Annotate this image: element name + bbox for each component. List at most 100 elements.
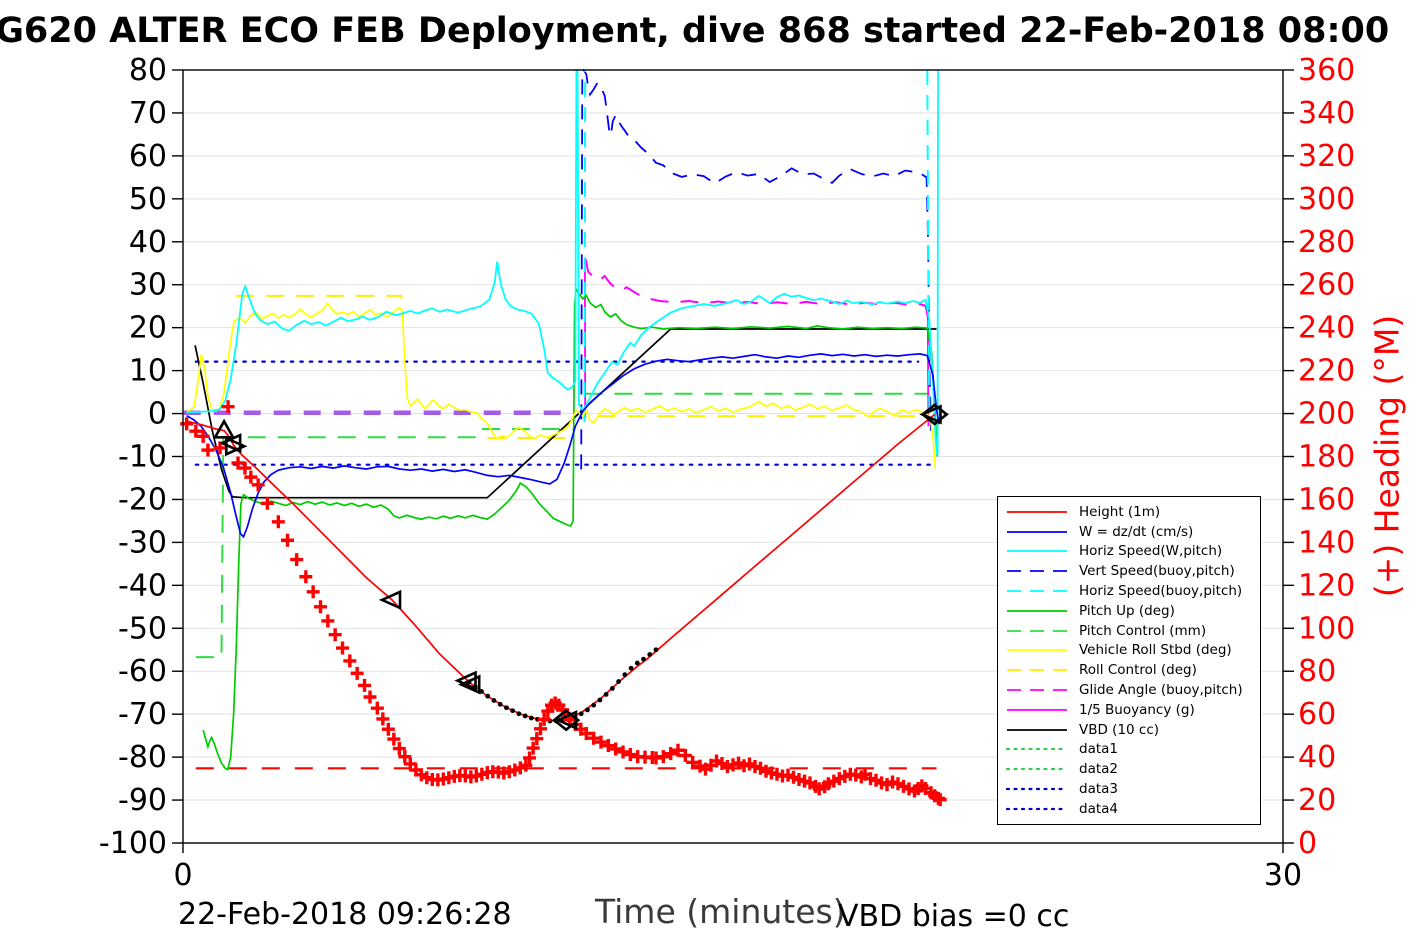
right-tick-label: 340 [1298, 96, 1355, 131]
heading-measured-marker [656, 750, 670, 764]
heading-measured-marker [594, 735, 608, 749]
legend-line-sample-solid [1007, 550, 1067, 553]
height-dotted-dot [653, 647, 659, 653]
vehicle-roll-line [186, 301, 937, 469]
legend-item: Vert Speed(buoy,pitch) [1005, 561, 1260, 581]
legend-label: data1 [1079, 741, 1118, 758]
height-dotted-dot [622, 672, 628, 678]
height-dotted-dot [634, 660, 640, 666]
horiz-speed-w-line [186, 69, 939, 456]
heading-measured-marker [358, 678, 371, 692]
heading-measured-marker [381, 722, 395, 736]
right-tick-label: 40 [1298, 740, 1336, 775]
legend-line-sample-solid [1007, 708, 1067, 711]
height-dotted-dot [522, 713, 528, 719]
right-tick-label: 320 [1298, 139, 1355, 174]
left-tick-label: -50 [118, 611, 167, 646]
legend-label: W = dz/dt (cm/s) [1079, 523, 1194, 540]
heading-measured-marker [387, 732, 401, 746]
legend-label: Pitch Control (mm) [1079, 622, 1207, 639]
legend-label: Roll Control (deg) [1079, 662, 1197, 679]
legend-label: Horiz Speed(buoy,pitch) [1079, 583, 1243, 600]
legend-line-sample-solid [1007, 510, 1067, 513]
heading-measured-marker [281, 533, 294, 547]
heading-measured-marker [238, 461, 252, 475]
right-tick-label: 120 [1298, 568, 1355, 603]
x-tick-label: 0 [173, 858, 192, 893]
heading-measured-marker [231, 456, 245, 470]
legend-line-sample-dot [1005, 787, 1069, 791]
legend-item: Roll Control (deg) [1005, 660, 1260, 680]
heading-measured-marker [530, 732, 544, 746]
heading-measured-marker [579, 726, 593, 740]
legend-item: Pitch Up (deg) [1005, 601, 1260, 621]
height-dotted-dot [504, 705, 509, 711]
legend-item: VBD (10 cc) [1005, 720, 1260, 740]
left-tick-label: 40 [129, 225, 167, 260]
heading-measured-marker [601, 739, 615, 753]
height-dotted-dot [578, 711, 584, 717]
legend-line-sample-dot [1005, 807, 1069, 810]
heading-measured-marker [314, 600, 327, 614]
triangle-left-marker [554, 710, 578, 731]
height-dotted-dot [516, 711, 522, 717]
legend-item: data4 [1005, 799, 1260, 819]
legend-item: Glide Angle (buoy,pitch) [1005, 680, 1260, 700]
legend-line-sample-dot [1005, 748, 1069, 751]
right-tick-label: 220 [1298, 354, 1355, 389]
legend-item: 1/5 Buoyancy (g) [1005, 700, 1260, 720]
x-tick-label: 30 [1264, 858, 1302, 893]
heading-measured-marker [328, 628, 342, 642]
heading-axis-label: (+) Heading (°M) [1367, 314, 1407, 598]
height-dotted-dot [616, 679, 621, 684]
left-tick-label: 80 [129, 53, 167, 88]
heading-measured-marker [306, 585, 320, 599]
heading-measured-marker [623, 748, 637, 762]
legend-line-sample-dash [1007, 570, 1067, 573]
heading-measured-marker [244, 470, 258, 484]
right-tick-label: 160 [1298, 482, 1355, 517]
legend-item: data2 [1005, 759, 1260, 779]
right-tick-label: 260 [1298, 268, 1355, 303]
left-tick-label: -90 [118, 783, 167, 818]
legend-item: data3 [1005, 779, 1260, 799]
left-tick-label: -60 [118, 654, 167, 689]
diamond-marker [920, 403, 949, 426]
left-tick-label: 50 [129, 182, 167, 217]
heading-measured-marker [251, 478, 265, 492]
legend-label: Vehicle Roll Stbd (deg) [1079, 642, 1232, 659]
heading-measured-marker [350, 666, 364, 680]
legend-label: Glide Angle (buoy,pitch) [1079, 682, 1243, 699]
heading-measured-marker [260, 496, 274, 510]
height-dotted-dot [641, 656, 646, 662]
heading-measured-marker [363, 690, 377, 704]
height-line [187, 413, 936, 722]
glide-angle-line [584, 258, 930, 320]
legend-line-sample-solid [1007, 609, 1067, 612]
heading-measured-marker [370, 701, 384, 715]
right-tick-label: 300 [1298, 182, 1355, 217]
left-tick-label: 60 [129, 139, 167, 174]
left-tick-label: 70 [129, 96, 167, 131]
legend-line-sample-dash [1007, 689, 1067, 691]
legend-line-sample-dash [1007, 629, 1067, 632]
heading-measured-marker [534, 722, 547, 736]
heading-measured-marker [933, 793, 947, 807]
heading-measured-marker [392, 742, 406, 756]
left-tick-label: 20 [129, 311, 167, 346]
triangle-left-marker [454, 670, 477, 691]
legend: Height (1m) W = dz/dt (cm/s) Horiz Speed(W… [997, 496, 1261, 825]
triangle-left-marker [457, 674, 481, 695]
heading-measured-marker [678, 748, 692, 762]
right-tick-label: 280 [1298, 225, 1355, 260]
heading-measured-marker [671, 743, 685, 757]
triangle-left-marker [919, 404, 942, 425]
heading-measured-marker [686, 755, 700, 769]
left-tick-label: -10 [118, 440, 167, 475]
right-tick-label: 100 [1298, 611, 1355, 646]
legend-item: W = dz/dt (cm/s) [1005, 522, 1260, 542]
right-tick-label: 180 [1298, 440, 1355, 475]
heading-measured-marker [664, 747, 678, 761]
heading-measured-marker [587, 731, 601, 745]
